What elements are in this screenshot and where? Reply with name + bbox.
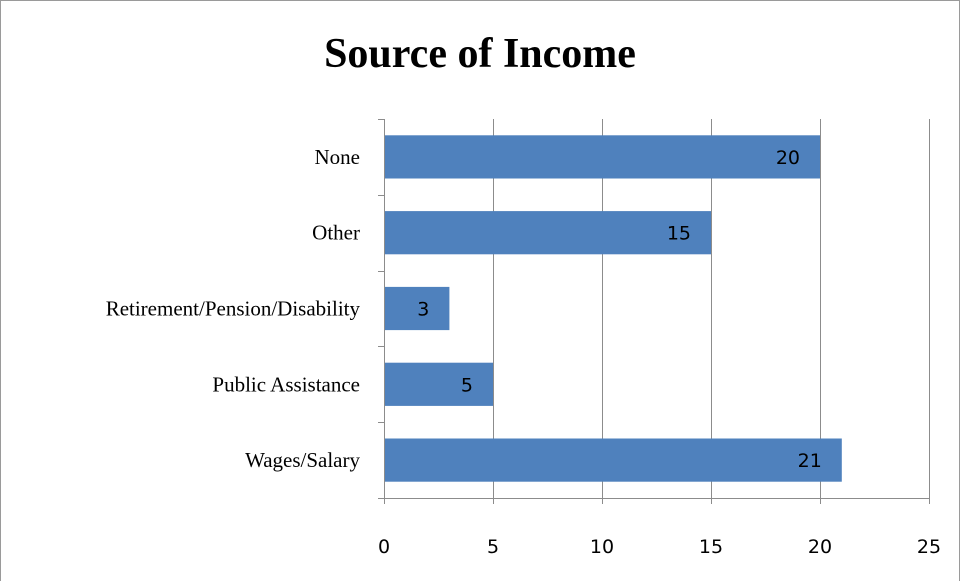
x-tick-label: 10 (590, 536, 614, 558)
x-tick-label: 0 (378, 536, 390, 558)
x-tick-label: 20 (808, 536, 832, 558)
x-tick-label: 15 (699, 536, 723, 558)
category-label: Other (312, 221, 360, 245)
bar (385, 135, 820, 179)
x-tick-label: 5 (487, 536, 499, 558)
data-label: 3 (417, 299, 429, 321)
category-label: Retirement/Pension/Disability (106, 297, 361, 321)
data-label: 21 (798, 450, 822, 472)
bar (385, 438, 842, 482)
category-label: Wages/Salary (245, 448, 360, 472)
category-label: None (315, 145, 361, 169)
data-label: 5 (461, 374, 473, 396)
bar (385, 211, 711, 255)
chart-title: Source of Income (324, 31, 636, 77)
x-tick-label: 25 (917, 536, 941, 558)
bar (385, 286, 450, 331)
category-label: Public Assistance (212, 372, 360, 396)
bar (385, 362, 493, 406)
data-label: 15 (667, 223, 691, 245)
data-label: 20 (776, 147, 800, 169)
